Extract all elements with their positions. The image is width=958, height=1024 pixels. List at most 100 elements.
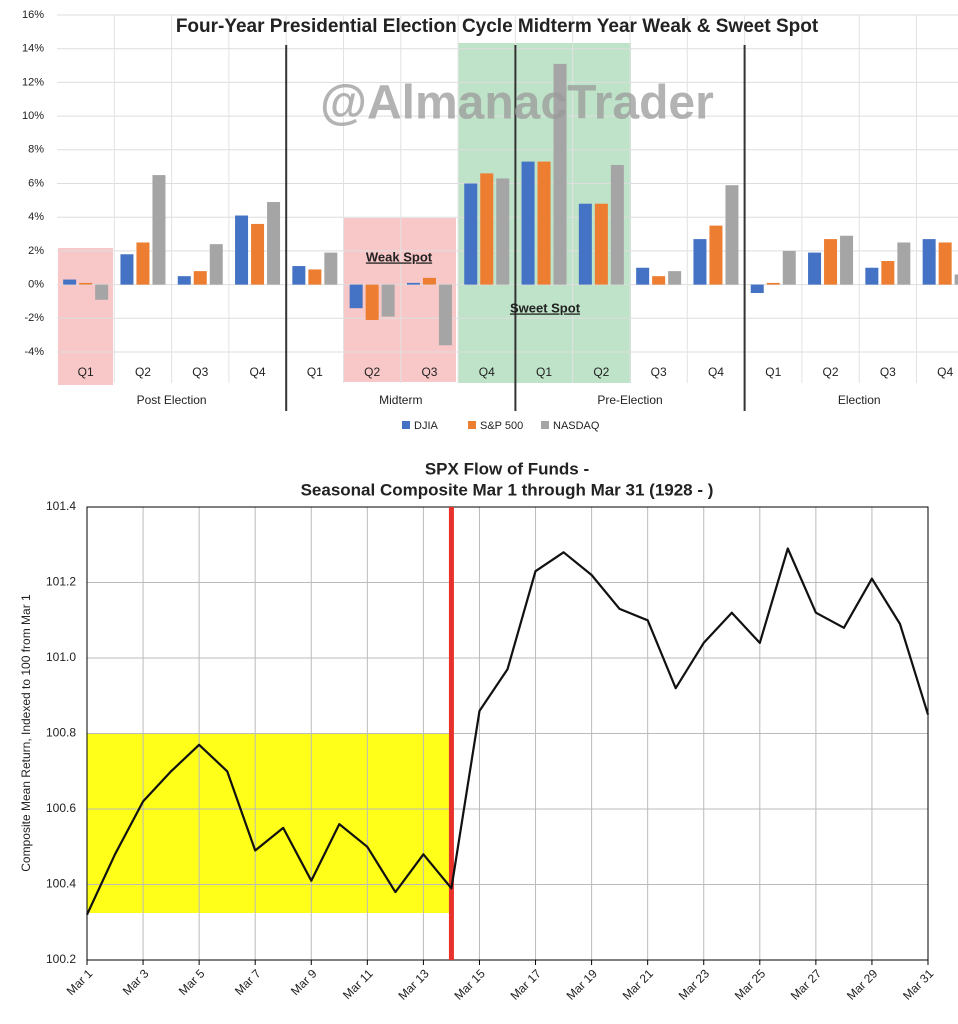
x-tick-label: Q2 — [823, 365, 839, 379]
x-tick-label: Mar 9 — [288, 966, 320, 998]
x-tick-label: Mar 27 — [788, 966, 825, 1003]
watermark: @AlmanacTrader — [320, 77, 714, 130]
bar — [480, 173, 494, 285]
group-label: Pre-Election — [597, 393, 662, 407]
bar — [636, 267, 650, 285]
y-tick-label: 4% — [28, 211, 44, 223]
chart-title: Four-Year Presidential Election Cycle Mi… — [176, 16, 819, 37]
bar — [152, 175, 166, 285]
x-tick-label: Q3 — [192, 365, 208, 379]
bar — [79, 282, 93, 285]
bar — [251, 223, 265, 285]
bar — [594, 203, 608, 285]
highlight-zone — [87, 733, 452, 913]
x-tick-label: Q3 — [880, 365, 896, 379]
x-tick-label: Q4 — [479, 365, 495, 379]
x-tick-label: Q3 — [421, 365, 437, 379]
y-tick-label: 100.4 — [46, 877, 76, 891]
bar — [865, 267, 879, 285]
bar — [725, 185, 739, 285]
legend-swatch — [541, 421, 549, 429]
x-tick-label: Mar 23 — [676, 966, 713, 1003]
bar — [693, 239, 707, 285]
chart-title: Seasonal Composite Mar 1 through Mar 31 … — [301, 480, 714, 499]
bar — [120, 254, 134, 285]
bar — [209, 244, 223, 285]
bar — [422, 277, 436, 285]
bar — [922, 239, 936, 285]
bar — [750, 284, 764, 294]
y-tick-label: 16% — [22, 9, 44, 21]
y-tick-label: 14% — [22, 43, 44, 55]
legend-label: S&P 500 — [480, 420, 523, 432]
x-tick-label: Mar 29 — [844, 966, 881, 1003]
y-tick-label: 6% — [28, 177, 44, 189]
bar — [808, 252, 822, 285]
bar — [438, 284, 452, 346]
x-tick-label: Q4 — [937, 365, 953, 379]
x-tick-label: Mar 17 — [508, 966, 545, 1003]
bar — [553, 63, 567, 285]
x-tick-label: Q2 — [135, 365, 151, 379]
x-tick-label: Mar 5 — [176, 966, 208, 998]
bar — [782, 250, 796, 285]
bar — [235, 215, 249, 285]
bar — [537, 161, 551, 285]
y-tick-label: 100.2 — [46, 952, 76, 966]
x-tick-label: Mar 19 — [564, 966, 601, 1003]
bar — [652, 276, 666, 285]
bar — [938, 242, 952, 285]
bar — [954, 274, 958, 285]
bar — [668, 271, 682, 285]
x-tick-label: Mar 31 — [900, 966, 937, 1003]
bar — [824, 239, 838, 285]
bar — [578, 203, 592, 285]
bar — [709, 225, 723, 285]
chart-title: SPX Flow of Funds - — [425, 459, 589, 478]
y-tick-label: 0% — [28, 279, 44, 291]
x-tick-label: Mar 7 — [232, 966, 264, 998]
y-tick-label: 10% — [22, 110, 44, 122]
bar — [496, 178, 510, 285]
y-tick-label: 101.2 — [46, 575, 76, 589]
bar — [521, 161, 535, 285]
bar — [610, 164, 624, 285]
y-axis-label: Composite Mean Return, Indexed to 100 fr… — [19, 594, 33, 872]
bar — [881, 261, 895, 285]
group-label: Post Election — [137, 393, 207, 407]
x-tick-label: Q1 — [765, 365, 781, 379]
plot-frame — [86, 506, 929, 961]
y-tick-label: 2% — [28, 245, 44, 257]
y-tick-label: -2% — [24, 312, 44, 324]
x-tick-label: Q1 — [536, 365, 552, 379]
legend-swatch — [468, 421, 476, 429]
bar — [349, 284, 363, 309]
bar — [63, 279, 77, 285]
legend-swatch — [402, 421, 410, 429]
bar — [406, 282, 420, 285]
group-label: Midterm — [379, 393, 422, 407]
x-tick-label: Q4 — [708, 365, 724, 379]
y-tick-label: 12% — [22, 76, 44, 88]
x-tick-label: Q4 — [250, 365, 266, 379]
y-tick-label: 100.8 — [46, 726, 76, 740]
annotation: Weak Spot — [366, 249, 433, 264]
line-series — [86, 547, 930, 916]
y-tick-label: 101.0 — [46, 650, 76, 664]
annotation: Sweet Spot — [510, 300, 581, 315]
bar — [324, 252, 338, 285]
bar — [136, 242, 150, 285]
y-tick-label: 100.6 — [46, 801, 76, 815]
bar — [95, 284, 109, 300]
x-tick-label: Q2 — [364, 365, 380, 379]
bar — [177, 276, 191, 285]
x-tick-label: Q3 — [651, 365, 667, 379]
x-tick-label: Mar 11 — [340, 966, 376, 1002]
x-tick-label: Mar 13 — [395, 966, 432, 1003]
x-tick-label: Mar 1 — [64, 966, 96, 998]
legend-label: DJIA — [414, 420, 439, 432]
bar — [308, 269, 322, 285]
x-tick-label: Mar 3 — [120, 966, 152, 998]
